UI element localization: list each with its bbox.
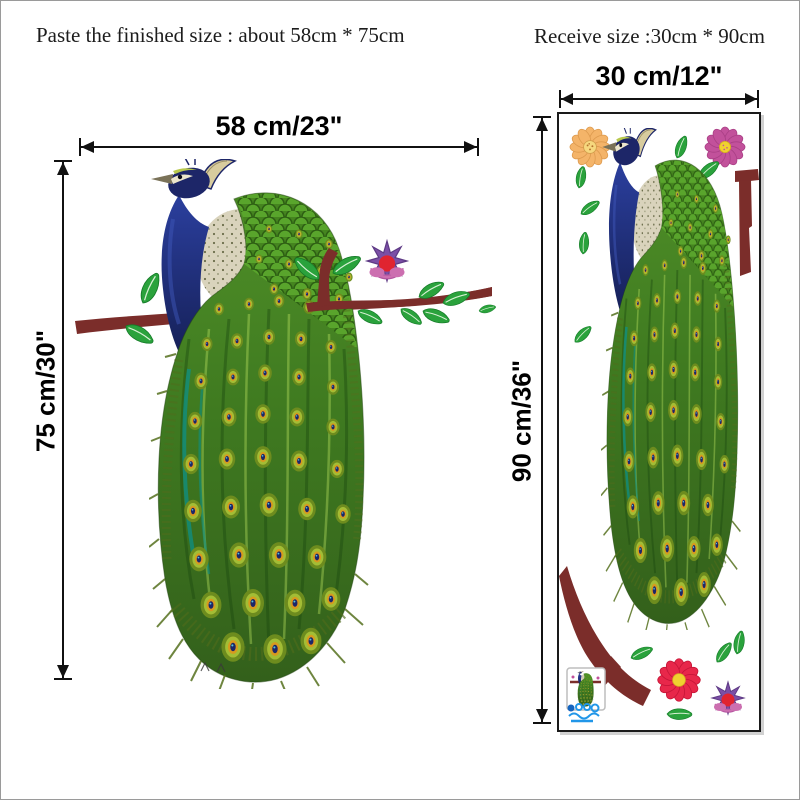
leaf-graphic (666, 707, 693, 722)
receive-size-note: Receive size :30cm * 90cm (534, 24, 765, 48)
leaf-graphic (573, 165, 589, 190)
leaf-graphic (571, 323, 595, 346)
red-flower-graphic (658, 659, 701, 702)
purple-flower-graphic (711, 681, 745, 715)
leaf-graphic (420, 303, 452, 328)
paste-width-arrow (79, 138, 479, 156)
leaf-graphic (477, 303, 496, 315)
pink-flower-graphic (705, 127, 745, 167)
leaf-graphic (135, 269, 166, 307)
paste-preview-graphic (75, 151, 496, 696)
watermark-graphic (567, 703, 600, 723)
leaf-graphic (577, 231, 592, 256)
brand-thumbnail (566, 667, 606, 711)
stray-marks (200, 661, 226, 673)
leaf-graphic (628, 643, 655, 663)
leaf-graphic (577, 197, 603, 218)
paste-size-note: Paste the finished size : about 58cm * 7… (36, 23, 405, 47)
peacock-graphic (149, 151, 368, 696)
branch-piece-graphic (735, 169, 759, 276)
paste-height-arrow (54, 160, 72, 680)
sticker-sheet (557, 112, 761, 732)
leaf-graphic (730, 629, 748, 656)
purple-flower-graphic (366, 240, 408, 282)
receive-height-arrow (533, 116, 551, 724)
receive-width-arrow (559, 90, 759, 108)
peacock-graphic (601, 120, 740, 637)
sticker-sheet-graphic (559, 114, 759, 723)
branch-graphic (306, 248, 492, 312)
leaf-graphic (711, 639, 736, 666)
paste-width-label: 58 cm/23" (215, 111, 343, 141)
leaf-graphic (440, 288, 472, 309)
receive-width-label: 30 cm/12" (595, 61, 723, 91)
leaf-graphic (671, 133, 692, 161)
leaf-graphic (397, 303, 425, 329)
